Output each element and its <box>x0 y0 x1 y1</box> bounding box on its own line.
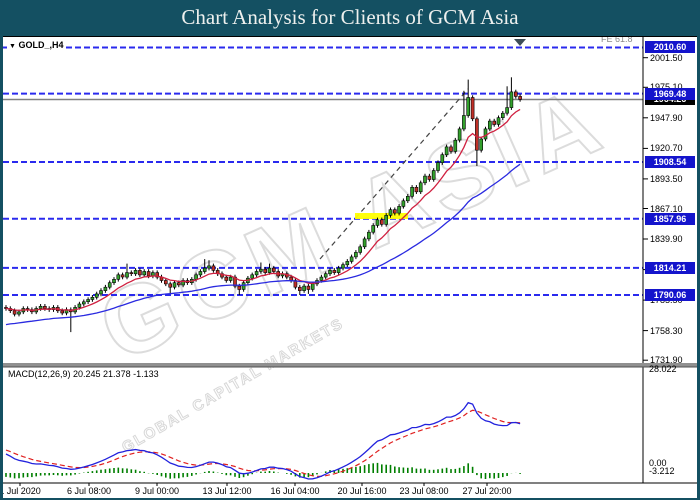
price-axis-tick-label: 1758.30 <box>650 326 683 336</box>
price-axis-tick-label: 1839.90 <box>650 234 683 244</box>
time-axis-label: 9 Jul 00:00 <box>134 486 180 496</box>
price-axis-tick-label: 1947.90 <box>650 113 683 123</box>
price-axis-tick-label: 2001.50 <box>650 53 683 63</box>
time-axis-label: 27 Jul 20:00 <box>462 486 512 496</box>
price-axis-tick-label: 1893.50 <box>650 174 683 184</box>
time-axis-label: 1 Jul 2020 <box>3 486 41 496</box>
level-price-box: 1790.06 <box>645 289 695 301</box>
time-axis-label: 6 Jul 08:00 <box>66 486 112 496</box>
time-axis-label: 13 Jul 12:00 <box>202 486 252 496</box>
time-axis-label: 16 Jul 04:00 <box>270 486 320 496</box>
level-price-box: 1857.96 <box>645 213 695 225</box>
time-axis-label: 20 Jul 16:00 <box>337 486 387 496</box>
macd-scale-label: 0.00 <box>649 458 667 468</box>
symbol-period-label[interactable]: ▼ GOLD_,H4 <box>7 40 66 50</box>
chart-window[interactable]: GCM ASIA GLOBAL CAPITAL MARKETS ▼ GOLD_,… <box>3 36 697 498</box>
price-axis-tick-label: 1867.10 <box>650 204 683 214</box>
macd-scale-label: -3.212 <box>649 466 675 476</box>
level-price-box: 2010.60 <box>645 41 695 53</box>
macd-scale-label: 28.022 <box>649 364 677 374</box>
page-title: Chart Analysis for Clients of GCM Asia <box>181 5 519 29</box>
price-axis-tick-label: 1975.10 <box>650 82 683 92</box>
price-axis-tick-label: 1731.90 <box>650 355 683 365</box>
time-axis-label: 23 Jul 08:00 <box>399 486 449 496</box>
level-price-box: 1814.21 <box>645 262 695 274</box>
level-price-box: 1908.54 <box>645 156 695 168</box>
title-bar: Chart Analysis for Clients of GCM Asia <box>0 0 700 36</box>
macd-indicator-label: MACD(12,26,9) 20.245 21.378 -1.133 <box>8 369 159 379</box>
fibonacci-expansion-label: FE 61.8 <box>601 36 633 44</box>
price-axis-tick-label: 1920.70 <box>650 143 683 153</box>
chart-canvas[interactable] <box>3 37 697 498</box>
level-price-box: 1969.48 <box>645 88 695 100</box>
symbol-dropdown-icon: ▼ <box>9 43 16 50</box>
